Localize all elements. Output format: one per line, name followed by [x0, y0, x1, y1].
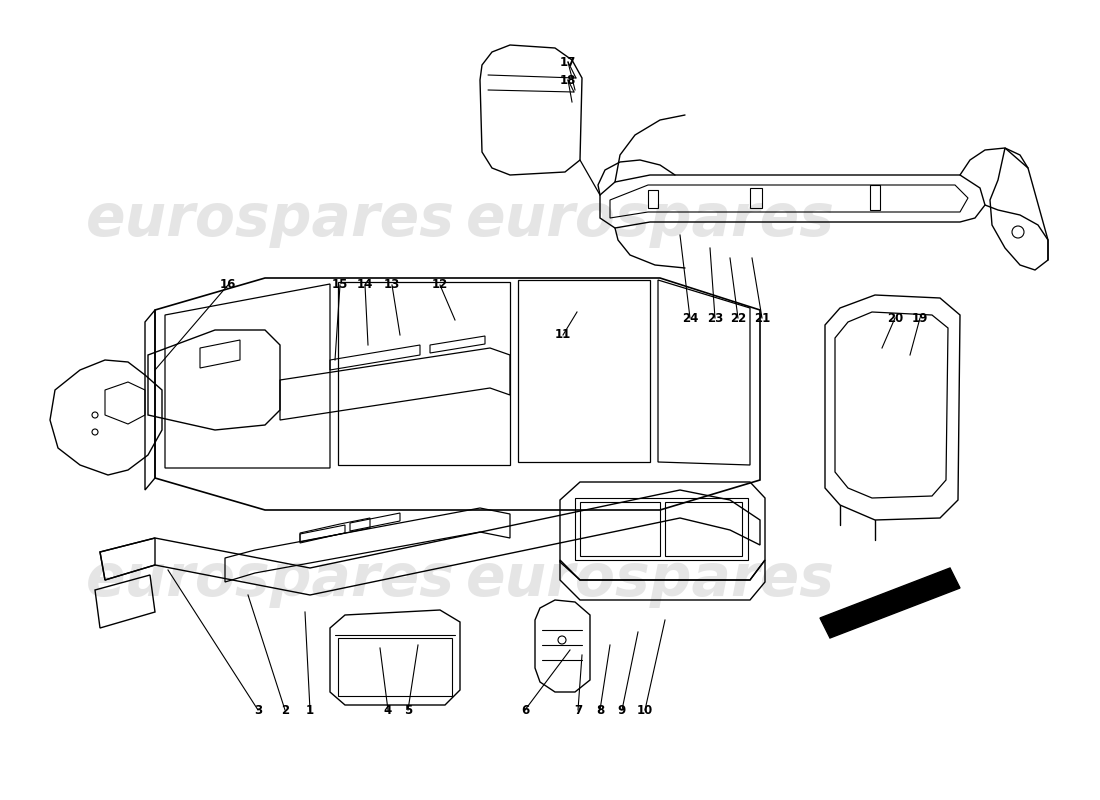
Text: 9: 9 — [618, 703, 626, 717]
Text: 21: 21 — [754, 311, 770, 325]
Text: eurospares: eurospares — [86, 191, 454, 249]
Text: 20: 20 — [887, 311, 903, 325]
Text: eurospares: eurospares — [465, 551, 835, 609]
Text: eurospares: eurospares — [465, 191, 835, 249]
Text: 6: 6 — [521, 703, 529, 717]
Text: 24: 24 — [682, 311, 698, 325]
Text: 7: 7 — [574, 703, 582, 717]
Text: 11: 11 — [554, 329, 571, 342]
Text: 2: 2 — [280, 703, 289, 717]
Text: 1: 1 — [306, 703, 315, 717]
Polygon shape — [820, 568, 960, 638]
Text: 4: 4 — [384, 703, 392, 717]
Text: 5: 5 — [404, 703, 412, 717]
Text: 13: 13 — [384, 278, 400, 291]
Text: eurospares: eurospares — [86, 551, 454, 609]
Text: 3: 3 — [254, 703, 262, 717]
Text: 10: 10 — [637, 703, 653, 717]
Text: 19: 19 — [912, 311, 928, 325]
Text: 12: 12 — [432, 278, 448, 291]
Text: 14: 14 — [356, 278, 373, 291]
Text: 16: 16 — [220, 278, 236, 291]
Text: 18: 18 — [560, 74, 576, 86]
Text: 23: 23 — [707, 311, 723, 325]
Text: 8: 8 — [596, 703, 604, 717]
Text: 22: 22 — [730, 311, 746, 325]
Text: 15: 15 — [332, 278, 349, 291]
Text: 17: 17 — [560, 55, 576, 69]
